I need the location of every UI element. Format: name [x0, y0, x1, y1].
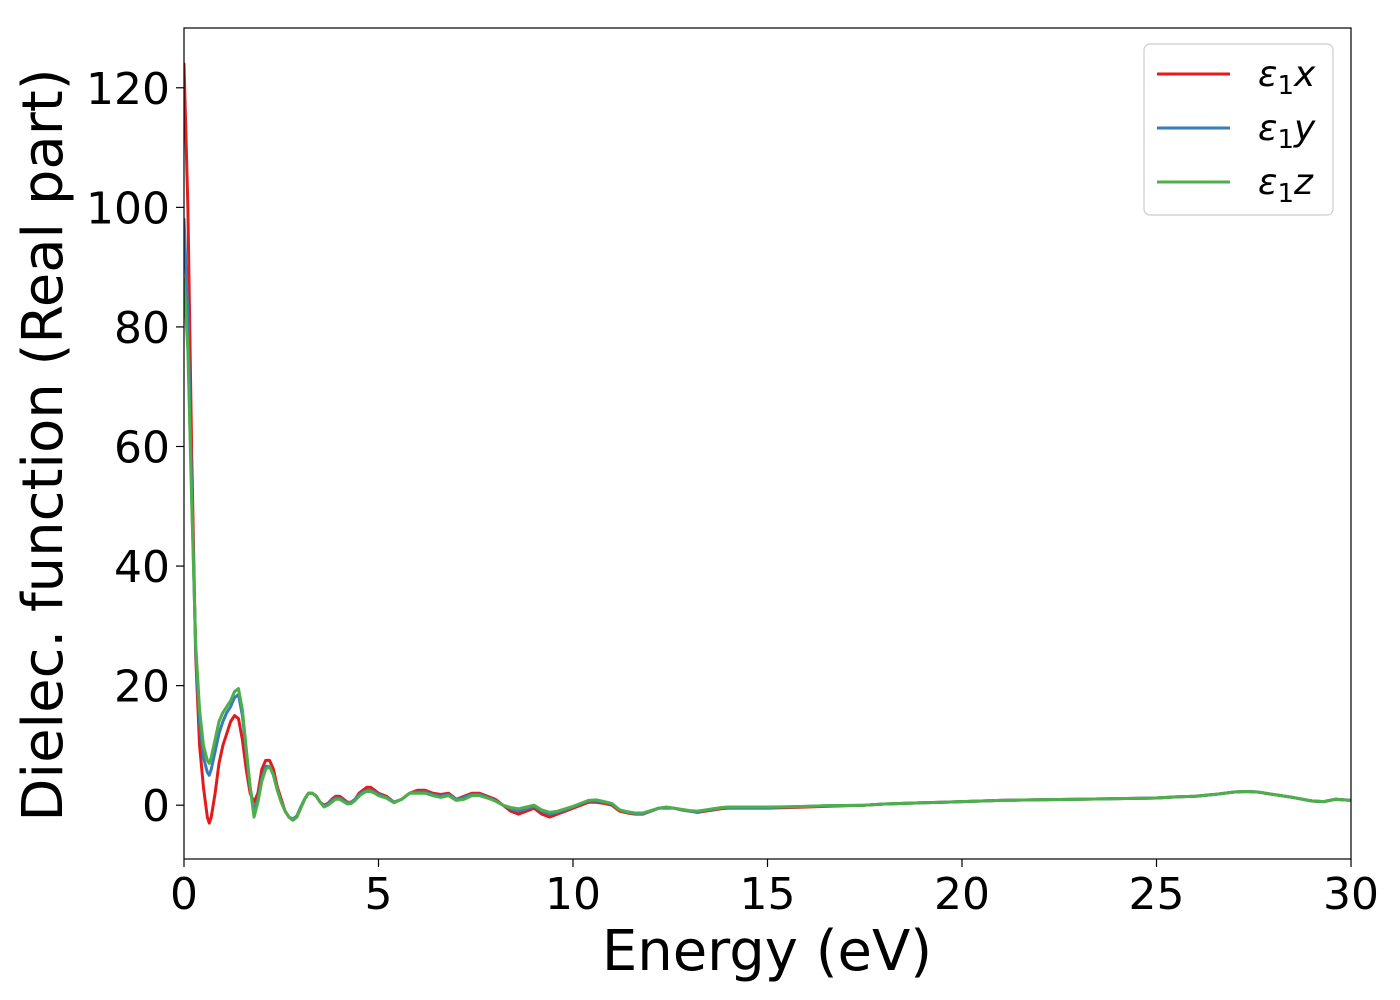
x-tick-label: 30 — [1323, 869, 1379, 920]
legend-label-suffix: x — [1293, 54, 1316, 95]
y-tick-label: 60 — [114, 422, 170, 473]
legend-label-base: ε — [1258, 108, 1277, 149]
plot-frame — [183, 27, 1352, 860]
legend-label-subscript: 1 — [1277, 179, 1294, 209]
legend-label-base: ε — [1258, 162, 1277, 203]
y-tick-label: 100 — [86, 183, 170, 234]
series-lines — [184, 62, 1351, 825]
x-tick-label: 20 — [934, 869, 990, 920]
x-axis-ticks: 0 5 10 15 20 25 30 — [170, 859, 1379, 920]
x-tick-label: 15 — [740, 869, 796, 920]
legend-label-x: ε1x — [1258, 54, 1316, 101]
y-tick-label: 40 — [114, 542, 170, 593]
x-tick-label: 25 — [1129, 869, 1185, 920]
y-axis-ticks: 0 20 40 60 80 100 120 — [86, 64, 184, 832]
legend-frame — [1143, 43, 1334, 216]
y-tick-label: 80 — [114, 303, 170, 354]
x-tick-label: 0 — [170, 869, 198, 920]
y-tick-label: 20 — [114, 662, 170, 713]
legend-label-y: ε1y — [1258, 108, 1316, 155]
y-axis-label: Dielec. function (Real part) — [11, 68, 76, 821]
y-tick-label: 0 — [142, 781, 170, 832]
legend-label-subscript: 1 — [1277, 71, 1294, 101]
x-tick-label: 5 — [365, 869, 393, 920]
x-axis-label: Energy (eV) — [602, 919, 932, 984]
legend-label-suffix: y — [1293, 108, 1316, 149]
x-tick-label: 10 — [545, 869, 601, 920]
legend-label-suffix: z — [1293, 162, 1314, 203]
legend-label-subscript: 1 — [1277, 125, 1294, 155]
legend-label-base: ε — [1258, 54, 1277, 95]
legend-label-z: ε1z — [1258, 162, 1314, 209]
series-line-z — [184, 277, 1351, 822]
y-tick-label: 120 — [86, 64, 170, 115]
